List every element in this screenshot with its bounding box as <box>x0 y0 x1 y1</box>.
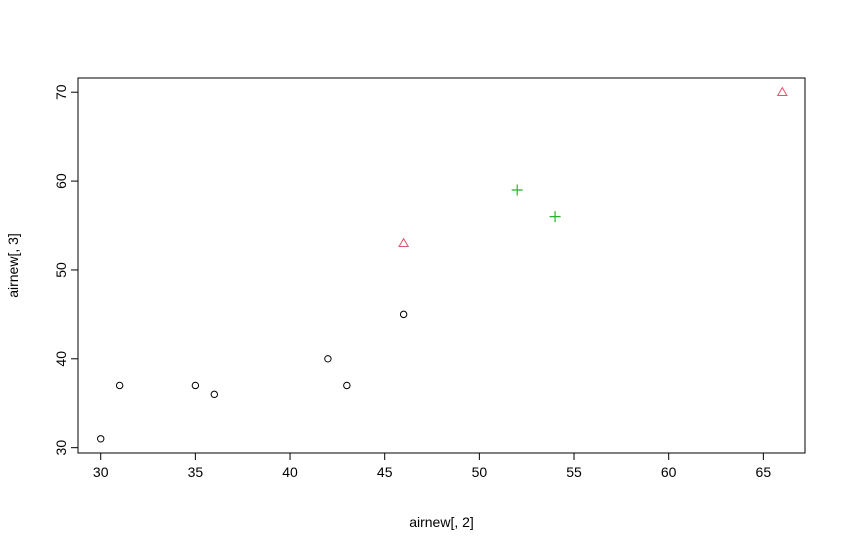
data-point-circle <box>343 381 351 390</box>
y-tick-label: 40 <box>53 351 69 367</box>
x-tick-label: 65 <box>756 464 772 480</box>
data-point-triangle <box>398 237 410 248</box>
y-tick-label: 70 <box>53 84 69 100</box>
data-point-circle <box>210 390 219 399</box>
data-point-circle <box>115 381 124 390</box>
x-tick-label: 30 <box>93 464 109 480</box>
x-tick-label: 60 <box>661 464 677 480</box>
data-point-circle <box>399 310 408 319</box>
data-points <box>97 86 788 443</box>
data-point-circle <box>324 355 332 363</box>
data-point-triangle <box>776 86 788 96</box>
data-point-circle <box>97 435 105 443</box>
data-point-plus <box>511 184 523 196</box>
x-tick-label: 45 <box>377 464 393 480</box>
y-tick-label: 60 <box>53 173 69 189</box>
x-axis: 30 35 40 45 50 55 60 65 <box>93 452 772 480</box>
y-tick-label: 50 <box>53 262 69 278</box>
x-axis-title: airnew[, 2] <box>409 514 474 530</box>
x-tick-label: 35 <box>188 464 204 480</box>
x-tick-label: 50 <box>472 464 488 480</box>
data-point-plus <box>549 211 561 223</box>
y-axis: 30 40 50 60 70 <box>53 84 79 456</box>
data-point-circle <box>191 381 200 390</box>
x-tick-label: 40 <box>282 464 298 480</box>
y-tick-label: 30 <box>53 440 69 456</box>
y-axis-title: airnew[, 3] <box>5 233 21 298</box>
plot-box <box>77 77 806 454</box>
x-tick-label: 55 <box>566 464 582 480</box>
